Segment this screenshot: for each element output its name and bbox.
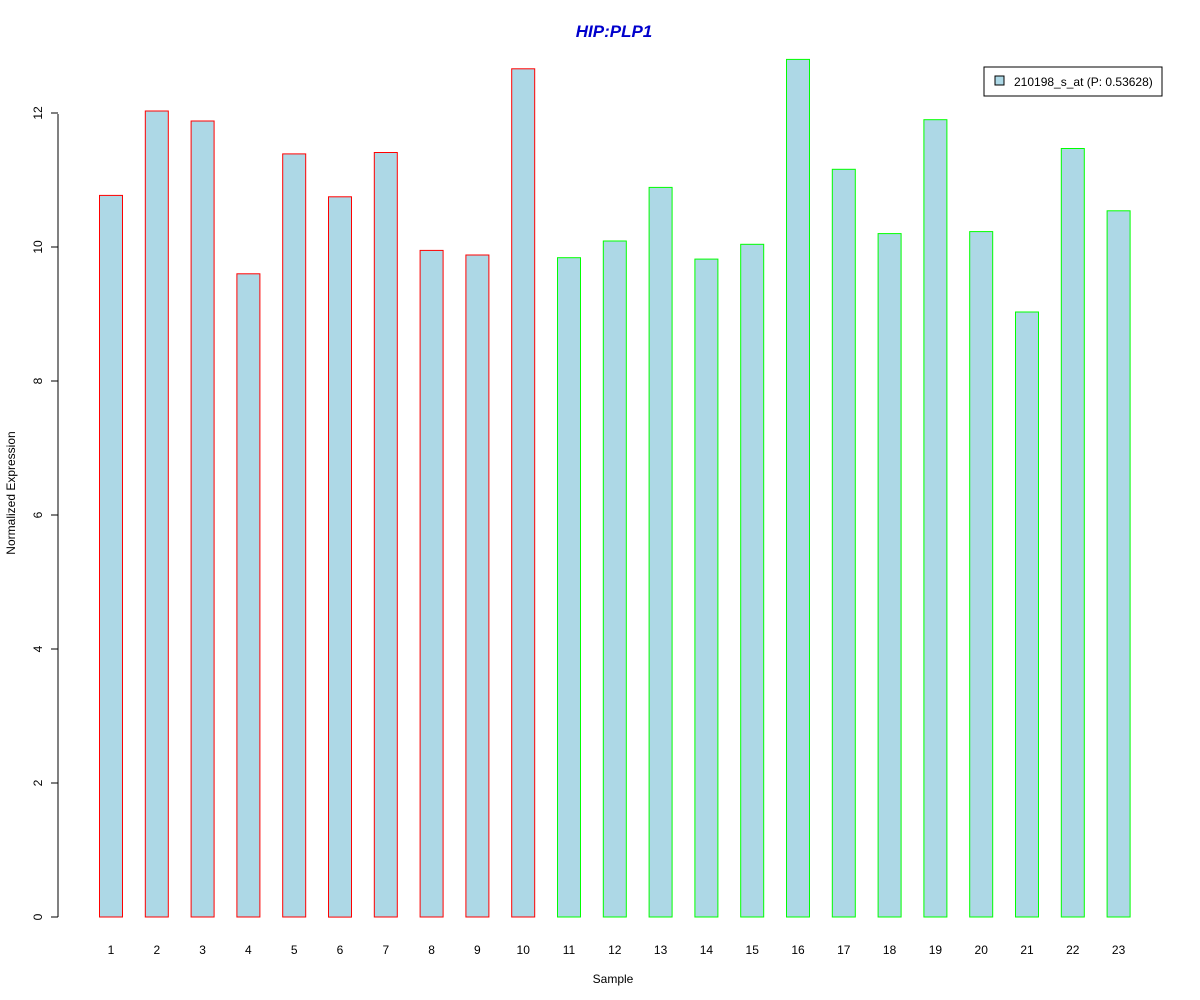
x-tick-label: 21 [1020, 943, 1034, 957]
y-tick-label: 0 [31, 913, 45, 920]
y-tick-label: 8 [31, 377, 45, 384]
x-tick-label: 12 [608, 943, 622, 957]
bar-sample-23 [1106, 210, 1131, 918]
x-tick-label: 23 [1112, 943, 1126, 957]
x-tick-label: 7 [382, 943, 389, 957]
bar-sample-15 [740, 243, 765, 918]
bar-sample-2 [144, 110, 169, 918]
bar-sample-6 [328, 196, 352, 918]
bar-sample-13 [648, 186, 673, 918]
legend-box [983, 66, 1163, 97]
x-axis-label: Sample [593, 972, 634, 986]
bar-sample-19 [923, 119, 948, 918]
bar-sample-8 [419, 249, 444, 918]
x-tick-label: 19 [929, 943, 943, 957]
x-tick-label: 20 [975, 943, 989, 957]
bar-sample-12 [602, 240, 627, 918]
x-tick-label: 14 [700, 943, 714, 957]
x-tick-labels: 1 2 3 4 5 6 7 8 9 10 11 12 13 14 15 16 17 18 19 20 21 22 23 [108, 943, 1126, 957]
bars-group [99, 58, 1131, 918]
bar-sample-4 [236, 273, 261, 918]
x-tick-label: 16 [791, 943, 805, 957]
x-tick-label: 4 [245, 943, 252, 957]
x-tick-label: 15 [746, 943, 760, 957]
bar-sample-5 [282, 153, 307, 918]
y-axis: 0 2 4 6 8 10 12 [31, 106, 59, 920]
x-tick-label: 2 [153, 943, 160, 957]
x-tick-label: 3 [199, 943, 206, 957]
y-tick-label: 2 [31, 779, 45, 786]
bar-sample-11 [557, 257, 581, 918]
x-tick-label: 1 [108, 943, 115, 957]
bar-sample-3 [190, 120, 215, 918]
bar-sample-10 [511, 68, 536, 918]
bar-sample-9 [465, 254, 490, 918]
bar-sample-14 [694, 258, 719, 918]
bar-sample-18 [877, 233, 902, 918]
x-tick-label: 5 [291, 943, 298, 957]
x-tick-label: 11 [563, 943, 576, 957]
bar-sample-22 [1060, 148, 1085, 918]
x-tick-label: 18 [883, 943, 897, 957]
legend-series-label: 210198_s_at (P: 0.53628) [1014, 75, 1153, 89]
y-axis-label: Normalized Expression [4, 431, 18, 554]
y-tick-label: 4 [31, 645, 45, 652]
legend: 210198_s_at (P: 0.53628) [983, 66, 1163, 97]
x-tick-label: 22 [1066, 943, 1080, 957]
x-tick-label: 8 [428, 943, 435, 957]
x-tick-label: 10 [517, 943, 531, 957]
x-tick-label: 6 [337, 943, 344, 957]
bar-sample-17 [831, 168, 856, 918]
chart-title: HIP:PLP1 [576, 22, 653, 41]
y-tick-label: 10 [31, 240, 45, 254]
x-tick-label: 9 [474, 943, 481, 957]
bar-sample-7 [373, 152, 398, 918]
y-tick-label: 6 [31, 511, 45, 518]
bar-sample-1 [99, 194, 123, 918]
x-tick-label: 13 [654, 943, 668, 957]
bar-sample-20 [969, 231, 994, 918]
legend-swatch [994, 75, 1005, 86]
x-tick-label: 17 [837, 943, 851, 957]
y-tick-label: 12 [31, 106, 45, 120]
bar-sample-21 [1015, 311, 1039, 918]
bar-sample-16 [786, 58, 810, 918]
